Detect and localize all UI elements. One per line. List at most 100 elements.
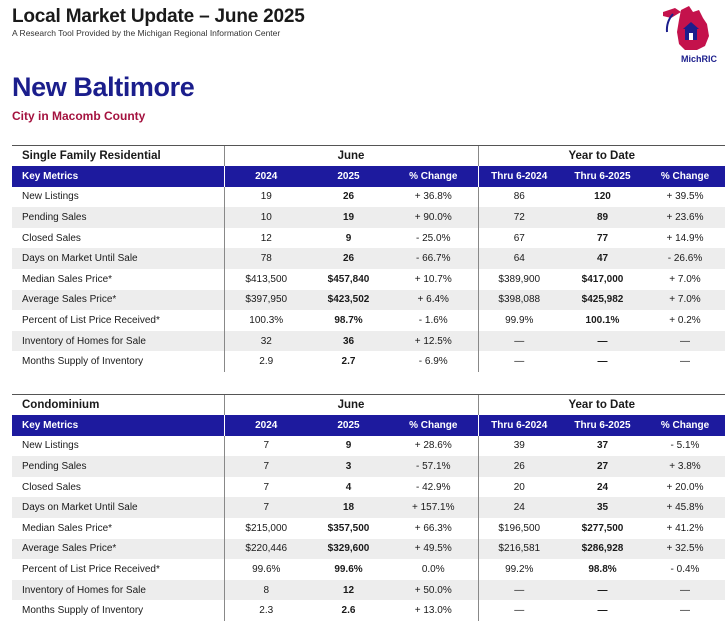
table-row: Pending Sales 10 19 + 90.0% 72 89 + 23.6% bbox=[12, 207, 725, 228]
col-2025-header: 2025 bbox=[308, 415, 389, 436]
table-row: Days on Market Until Sale 7 18 + 157.1% 24 35… bbox=[12, 497, 725, 519]
june-2025-value: 18 bbox=[308, 497, 389, 519]
metric-label: Closed Sales bbox=[22, 232, 81, 244]
section-header-row: Single Family Residential June Year to D… bbox=[12, 145, 725, 167]
ytd-group-header: Year to Date bbox=[477, 145, 725, 167]
ytd-2025-value: 35 bbox=[560, 497, 645, 519]
june-pct-change: - 6.9% bbox=[418, 356, 448, 368]
june-2025-value: 9 bbox=[345, 440, 352, 452]
ytd-2024-value: 99.2% bbox=[477, 559, 560, 580]
ytd-pct-change: — bbox=[680, 605, 690, 617]
june-2025-value: 99.6% bbox=[334, 564, 363, 576]
table-row: Percent of List Price Received* 99.6% 99.6… bbox=[12, 559, 725, 580]
june-2025-value: 2.6 bbox=[341, 605, 356, 617]
ytd-2024-value: — bbox=[477, 351, 560, 373]
column-header-row: Key Metrics 2024 2025 % Change Thru 6-20… bbox=[12, 166, 725, 187]
metric-label: Pending Sales bbox=[12, 456, 224, 477]
ytd-pct-change: - 26.6% bbox=[645, 248, 725, 270]
table-row: Average Sales Price* $220,446 $329,600 + 49… bbox=[12, 538, 725, 560]
section-title: Condominium bbox=[12, 394, 224, 416]
june-pct-change: + 157.1% bbox=[389, 497, 478, 519]
june-2024-value: 12 bbox=[223, 227, 308, 249]
col-thru2024-header: Thru 6-2024 bbox=[477, 415, 560, 436]
june-2024-value: 7 bbox=[223, 456, 308, 477]
ytd-2024-value: 72 bbox=[477, 207, 560, 228]
col-2024-header: 2024 bbox=[223, 415, 308, 436]
june-pct-change: + 36.8% bbox=[414, 191, 452, 203]
metric-label: Closed Sales bbox=[22, 481, 81, 493]
section-title: Single Family Residential bbox=[12, 145, 224, 167]
june-pct-change: + 13.0% bbox=[414, 605, 452, 617]
june-2025-value: 9 bbox=[345, 232, 352, 244]
ytd-pct-change: - 0.4% bbox=[670, 564, 700, 576]
metric-label: Pending Sales bbox=[12, 207, 224, 228]
june-pct-change: + 6.4% bbox=[389, 289, 478, 311]
single-family-table: Single Family Residential June Year to D… bbox=[12, 145, 725, 373]
june-2024-value: 2.3 bbox=[223, 600, 308, 622]
june-pct-change: + 66.3% bbox=[414, 522, 452, 534]
table-row: Months Supply of Inventory 2.3 2.6 + 13.0% —… bbox=[12, 600, 725, 622]
june-pct-change: + 49.5% bbox=[389, 538, 478, 560]
metric-label: Percent of List Price Received* bbox=[22, 564, 160, 576]
table-row: New Listings 19 26 + 36.8% 86 120 + 39.5% bbox=[12, 186, 725, 208]
ytd-2025-value: 77 bbox=[596, 232, 609, 244]
col-thru2025-header: Thru 6-2025 bbox=[560, 166, 645, 187]
ytd-2024-value: — bbox=[477, 600, 560, 622]
june-2024-value: 7 bbox=[223, 497, 308, 519]
june-pct-change: + 50.0% bbox=[389, 579, 478, 601]
june-2025-value: $357,500 bbox=[327, 522, 370, 534]
ytd-2025-value: 24 bbox=[596, 481, 609, 493]
june-2024-value: 100.3% bbox=[223, 310, 308, 331]
june-2025-value: 4 bbox=[345, 481, 352, 493]
june-2024-value: $215,000 bbox=[223, 518, 308, 539]
metric-label: Average Sales Price* bbox=[12, 538, 224, 560]
ytd-2024-value: — bbox=[477, 330, 560, 352]
june-pct-change: + 28.6% bbox=[414, 440, 452, 452]
table-row: Percent of List Price Received* 100.3% 98.… bbox=[12, 310, 725, 331]
metric-label: Months Supply of Inventory bbox=[22, 605, 144, 617]
table-row: Pending Sales 7 3- 57.1% 26 27 + 3.8% bbox=[12, 456, 725, 477]
table-row: Median Sales Price* $413,500 $457,840 + 10.… bbox=[12, 269, 725, 290]
june-2024-value: 78 bbox=[223, 248, 308, 270]
june-2025-value: $457,840 bbox=[327, 273, 370, 285]
col-pct-header: % Change bbox=[389, 415, 478, 436]
table-row: Inventory of Homes for Sale 32 36 + 12.5% — —… bbox=[12, 330, 725, 352]
june-2025-value: 26 bbox=[342, 191, 355, 203]
june-2024-value: $397,950 bbox=[223, 289, 308, 311]
metric-label: New Listings bbox=[22, 191, 79, 203]
metric-label: Days on Market Until Sale bbox=[12, 497, 224, 519]
ytd-pct-change: + 32.5% bbox=[645, 538, 725, 560]
report-title: Local Market Update – June 2025 bbox=[12, 6, 305, 27]
june-2025-value: 19 bbox=[308, 207, 389, 228]
june-2024-value: 10 bbox=[223, 207, 308, 228]
ytd-2025-value: $286,928 bbox=[560, 538, 645, 560]
ytd-2025-value: 100.1% bbox=[585, 315, 620, 327]
ytd-2025-value: 120 bbox=[594, 191, 611, 203]
table-row: New Listings 7 9 + 28.6% 39 37 - 5.1% bbox=[12, 435, 725, 457]
ytd-2025-value: — bbox=[560, 330, 645, 352]
ytd-pct-change: — bbox=[680, 356, 690, 368]
june-2024-value: 2.9 bbox=[223, 351, 308, 373]
ytd-2025-value: 37 bbox=[596, 440, 609, 452]
table-row: Average Sales Price* $397,950 $423,502 + 6.… bbox=[12, 289, 725, 311]
june-2024-value: $413,500 bbox=[223, 269, 308, 290]
ytd-2025-value: 89 bbox=[560, 207, 645, 228]
metric-label: Average Sales Price* bbox=[12, 289, 224, 311]
michigan-map-icon bbox=[663, 6, 709, 50]
logo-wordmark: MichRIC bbox=[681, 54, 717, 64]
ytd-2025-value: $277,500 bbox=[581, 522, 624, 534]
metric-label: Inventory of Homes for Sale bbox=[12, 330, 224, 352]
report-subtitle: A Research Tool Provided by the Michigan… bbox=[12, 28, 281, 38]
ytd-2024-value: 39 bbox=[477, 435, 560, 457]
ytd-pct-change: + 23.6% bbox=[645, 207, 725, 228]
table-row: Days on Market Until Sale 78 26- 66.7% 64 47… bbox=[12, 248, 725, 270]
june-pct-change: - 42.9% bbox=[416, 481, 451, 493]
june-2025-value: 26 bbox=[308, 248, 389, 270]
june-pct-change: + 12.5% bbox=[389, 330, 478, 352]
ytd-pct-change: + 39.5% bbox=[666, 191, 704, 203]
june-2025-value: 36 bbox=[308, 330, 389, 352]
june-2024-value: 32 bbox=[223, 330, 308, 352]
col-pct-header: % Change bbox=[389, 166, 478, 187]
june-2025-value: 12 bbox=[308, 579, 389, 601]
ytd-2024-value: $398,088 bbox=[477, 289, 560, 311]
